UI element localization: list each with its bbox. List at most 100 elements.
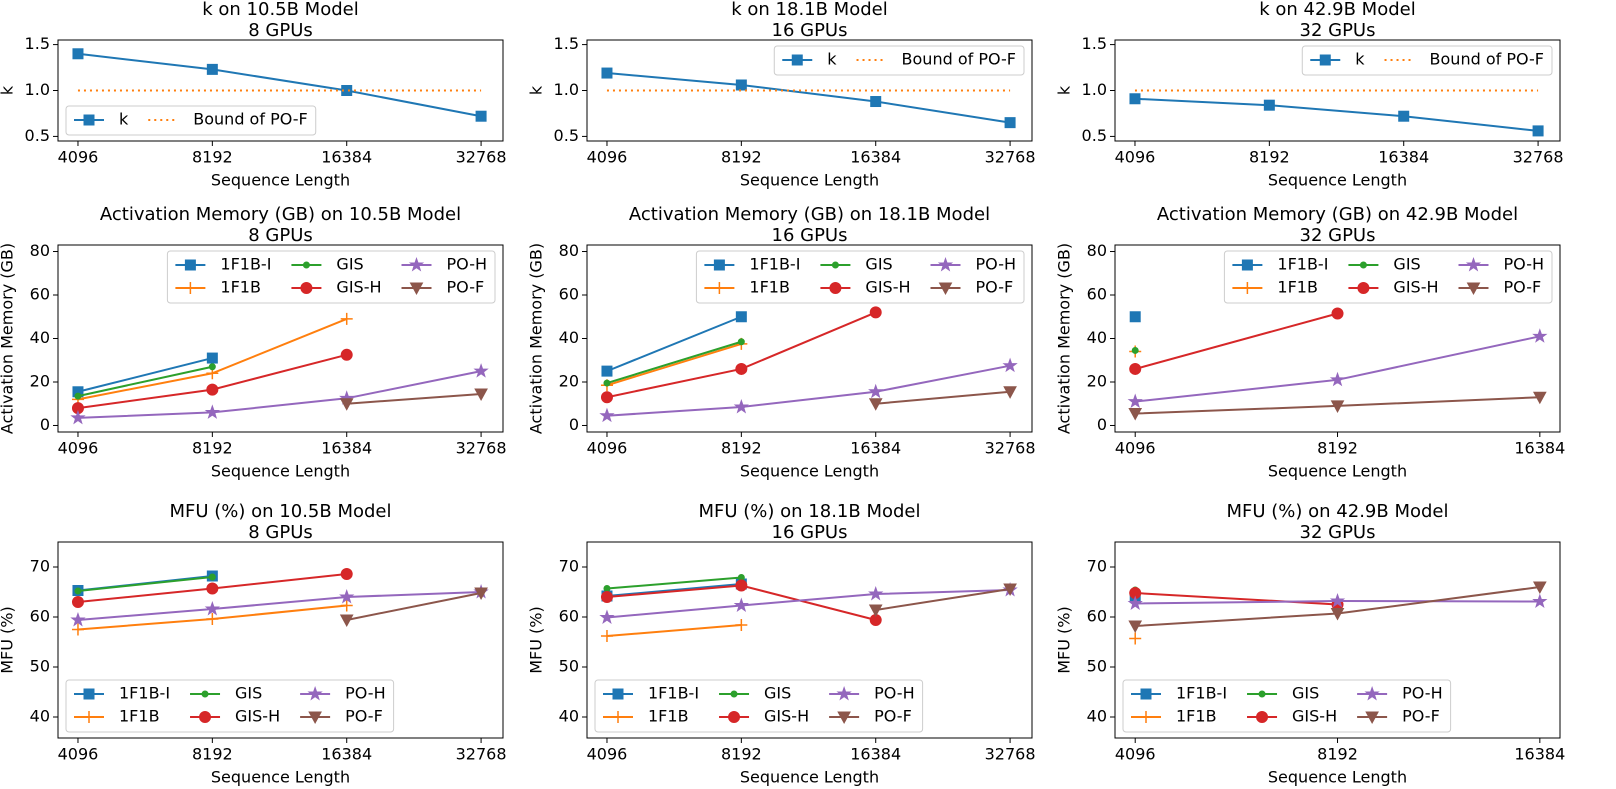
legend-label: GIS-H [865,278,910,297]
legend-label: 1F1B-I [749,255,800,274]
marker [204,600,220,616]
chart-subtitle: 8 GPUs [248,20,313,41]
marker [339,588,355,604]
x-tick-label: 8192 [721,148,762,167]
plot-frame [1114,39,1561,142]
marker [737,338,745,346]
y-axis-label: MFU (%) [0,606,17,674]
legend-marker [201,690,209,698]
y-tick-label: 70 [30,557,50,576]
plot-frame [57,39,504,142]
marker [1128,620,1143,634]
y-tick-label: 20 [30,371,50,390]
chart-title: MFU (%) on 10.5B Model [170,501,392,522]
legend-marker [307,685,323,701]
marker [71,623,84,636]
y-tick-label: 40 [30,707,50,726]
legend-label: GIS [865,255,892,274]
legend-marker [937,256,954,272]
y-tick-label: 60 [1087,607,1107,626]
marker [599,407,615,423]
legend-marker [308,711,322,725]
plot-frame [57,244,504,433]
marker [1002,357,1018,373]
plot-frame [586,39,1033,142]
y-tick-label: 40 [559,707,579,726]
x-tick-label: 16384 [850,745,901,764]
plot-frame [586,244,1033,433]
x-tick-label: 8192 [721,439,762,458]
marker [868,585,884,601]
y-tick-label: 20 [559,371,579,390]
y-axis-label: Activation Memory (GB) [1055,243,1074,434]
series-line [77,365,213,398]
y-tick-label: 1.5 [554,34,579,53]
marker [1129,362,1142,375]
legend-label: Bound of PO-F [193,110,307,129]
x-axis-label: Sequence Length [1268,768,1407,787]
series-line [346,592,482,621]
legend-marker [1140,688,1152,700]
marker [1131,346,1139,354]
legend-marker [791,54,803,66]
legend-label: 1F1B [1176,707,1217,726]
legend: k Bound of PO-F [773,45,1025,76]
legend-marker [409,282,424,296]
marker [1127,595,1143,610]
marker [208,573,216,581]
legend-label: GIS-H [764,707,809,726]
x-axis-label: Sequence Length [1268,171,1407,190]
legend-marker [1364,685,1380,701]
x-axis-label: Sequence Length [211,171,350,190]
marker [1330,608,1345,621]
plot-frame [57,541,504,739]
y-tick-label: 40 [1087,328,1107,347]
marker [1329,371,1346,387]
marker [1331,307,1344,320]
legend-label: 1F1B-I [1176,684,1227,703]
legend-label: 1F1B-I [648,684,699,703]
x-tick-label: 8192 [1317,745,1358,764]
marker [1003,386,1017,399]
x-axis-label: Sequence Length [211,462,350,481]
x-tick-label: 32768 [456,148,507,167]
marker [601,67,613,79]
legend-label: GIS [336,255,363,274]
chart-title: k on 10.5B Model [202,0,358,20]
legend-label: GIS-H [235,707,280,726]
legend-marker [1241,282,1254,294]
marker [474,587,488,601]
y-tick-label: 80 [559,241,579,260]
series-line [77,576,213,592]
x-tick-label: 32768 [985,439,1036,458]
marker [1003,583,1017,597]
marker [339,398,354,411]
marker [1330,400,1345,413]
marker [1329,592,1346,608]
y-tick-label: 60 [30,285,50,304]
marker [474,388,488,401]
marker [1532,328,1548,343]
x-tick-label: 16384 [850,439,901,458]
legend-label: 1F1B [220,278,261,297]
legend-marker [831,261,839,269]
y-axis-label: k [0,85,17,95]
y-tick-label: 50 [30,657,50,676]
series-line [1135,592,1338,606]
x-tick-label: 4096 [58,148,99,167]
y-tick-label: 70 [1087,557,1107,576]
x-tick-label: 8192 [192,439,233,458]
series-line [77,52,482,118]
chart-title: MFU (%) on 18.1B Model [699,501,921,522]
y-axis-label: k [1055,85,1074,95]
marker [206,383,219,396]
legend-marker [829,282,842,294]
legend-label: GIS [1393,255,1420,274]
legend-marker [83,688,95,700]
marker [208,363,216,371]
series-line [606,72,1011,124]
marker [473,363,489,378]
legend-label: GIS-H [336,278,381,297]
marker [72,48,84,60]
x-tick-label: 4096 [1115,745,1156,764]
